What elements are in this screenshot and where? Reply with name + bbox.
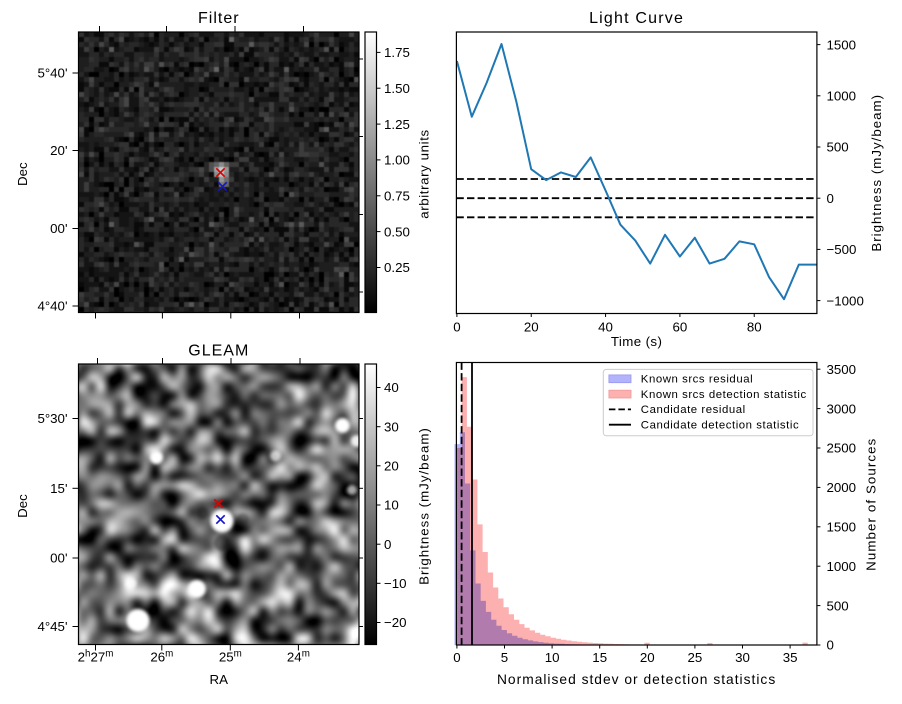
svg-text:00': 00' bbox=[50, 221, 67, 236]
svg-text:15': 15' bbox=[50, 481, 67, 496]
svg-text:0: 0 bbox=[384, 537, 391, 552]
svg-text:500: 500 bbox=[827, 598, 849, 613]
svg-text:80: 80 bbox=[747, 319, 762, 334]
svg-text:1.25: 1.25 bbox=[384, 117, 410, 132]
svg-text:RA: RA bbox=[210, 672, 229, 687]
svg-text:Dec: Dec bbox=[15, 162, 30, 186]
svg-text:5°30': 5°30' bbox=[37, 411, 67, 426]
svg-text:20': 20' bbox=[50, 143, 67, 158]
svg-text:Candidate residual: Candidate residual bbox=[641, 404, 746, 416]
svg-text:0: 0 bbox=[453, 319, 460, 334]
svg-text:1.75: 1.75 bbox=[384, 45, 410, 60]
svg-text:10: 10 bbox=[545, 650, 560, 665]
svg-text:−1000: −1000 bbox=[827, 293, 864, 308]
svg-text:5°40': 5°40' bbox=[37, 66, 67, 81]
svg-text:Normalised stdev or detection: Normalised stdev or detection statistics bbox=[497, 672, 776, 687]
svg-text:3000: 3000 bbox=[827, 401, 857, 416]
svg-text:10: 10 bbox=[384, 498, 399, 513]
svg-text:Brightness (mJy/beam): Brightness (mJy/beam) bbox=[869, 94, 884, 252]
svg-text:30: 30 bbox=[735, 650, 750, 665]
svg-text:Number of Sources: Number of Sources bbox=[864, 438, 879, 571]
svg-text:0.75: 0.75 bbox=[384, 189, 410, 204]
svg-text:Brightness (mJy/beam): Brightness (mJy/beam) bbox=[417, 427, 432, 585]
svg-text:GLEAM: GLEAM bbox=[188, 343, 249, 360]
svg-text:20: 20 bbox=[524, 319, 539, 334]
svg-text:Known srcs residual: Known srcs residual bbox=[641, 374, 753, 386]
svg-text:1.00: 1.00 bbox=[384, 153, 410, 168]
svg-text:−20: −20 bbox=[384, 615, 407, 630]
svg-text:Filter: Filter bbox=[198, 10, 240, 27]
svg-text:Known srcs detection statistic: Known srcs detection statistic bbox=[641, 389, 807, 401]
svg-text:5: 5 bbox=[501, 650, 508, 665]
svg-text:60: 60 bbox=[672, 319, 687, 334]
svg-text:0: 0 bbox=[453, 650, 460, 665]
svg-text:1000: 1000 bbox=[827, 559, 857, 574]
svg-text:Time (s): Time (s) bbox=[611, 334, 662, 349]
svg-text:1500: 1500 bbox=[827, 37, 857, 52]
svg-text:Dec: Dec bbox=[15, 494, 30, 518]
svg-text:0.25: 0.25 bbox=[384, 260, 410, 275]
svg-text:20: 20 bbox=[384, 459, 399, 474]
svg-text:arbitrary units: arbitrary units bbox=[417, 129, 432, 219]
svg-text:Candidate detection statistic: Candidate detection statistic bbox=[641, 420, 799, 432]
svg-text:30: 30 bbox=[384, 419, 399, 434]
svg-text:3500: 3500 bbox=[827, 362, 857, 377]
svg-text:40: 40 bbox=[384, 380, 399, 395]
svg-text:0: 0 bbox=[827, 191, 834, 206]
svg-text:4°40': 4°40' bbox=[37, 299, 67, 314]
svg-text:4°45': 4°45' bbox=[37, 619, 67, 634]
svg-text:35: 35 bbox=[783, 650, 798, 665]
svg-text:1.50: 1.50 bbox=[384, 81, 410, 96]
svg-text:Light Curve: Light Curve bbox=[589, 10, 684, 27]
svg-text:15: 15 bbox=[592, 650, 607, 665]
svg-text:−10: −10 bbox=[384, 576, 407, 591]
svg-text:2500: 2500 bbox=[827, 441, 857, 456]
svg-text:20: 20 bbox=[640, 650, 655, 665]
svg-text:40: 40 bbox=[598, 319, 613, 334]
svg-text:0: 0 bbox=[827, 638, 834, 653]
svg-text:−500: −500 bbox=[827, 242, 857, 257]
svg-text:0.50: 0.50 bbox=[384, 224, 410, 239]
svg-text:500: 500 bbox=[827, 140, 849, 155]
svg-text:1500: 1500 bbox=[827, 520, 857, 535]
svg-text:1000: 1000 bbox=[827, 89, 857, 104]
svg-text:2000: 2000 bbox=[827, 480, 857, 495]
svg-text:00': 00' bbox=[50, 551, 67, 566]
svg-text:25: 25 bbox=[688, 650, 703, 665]
